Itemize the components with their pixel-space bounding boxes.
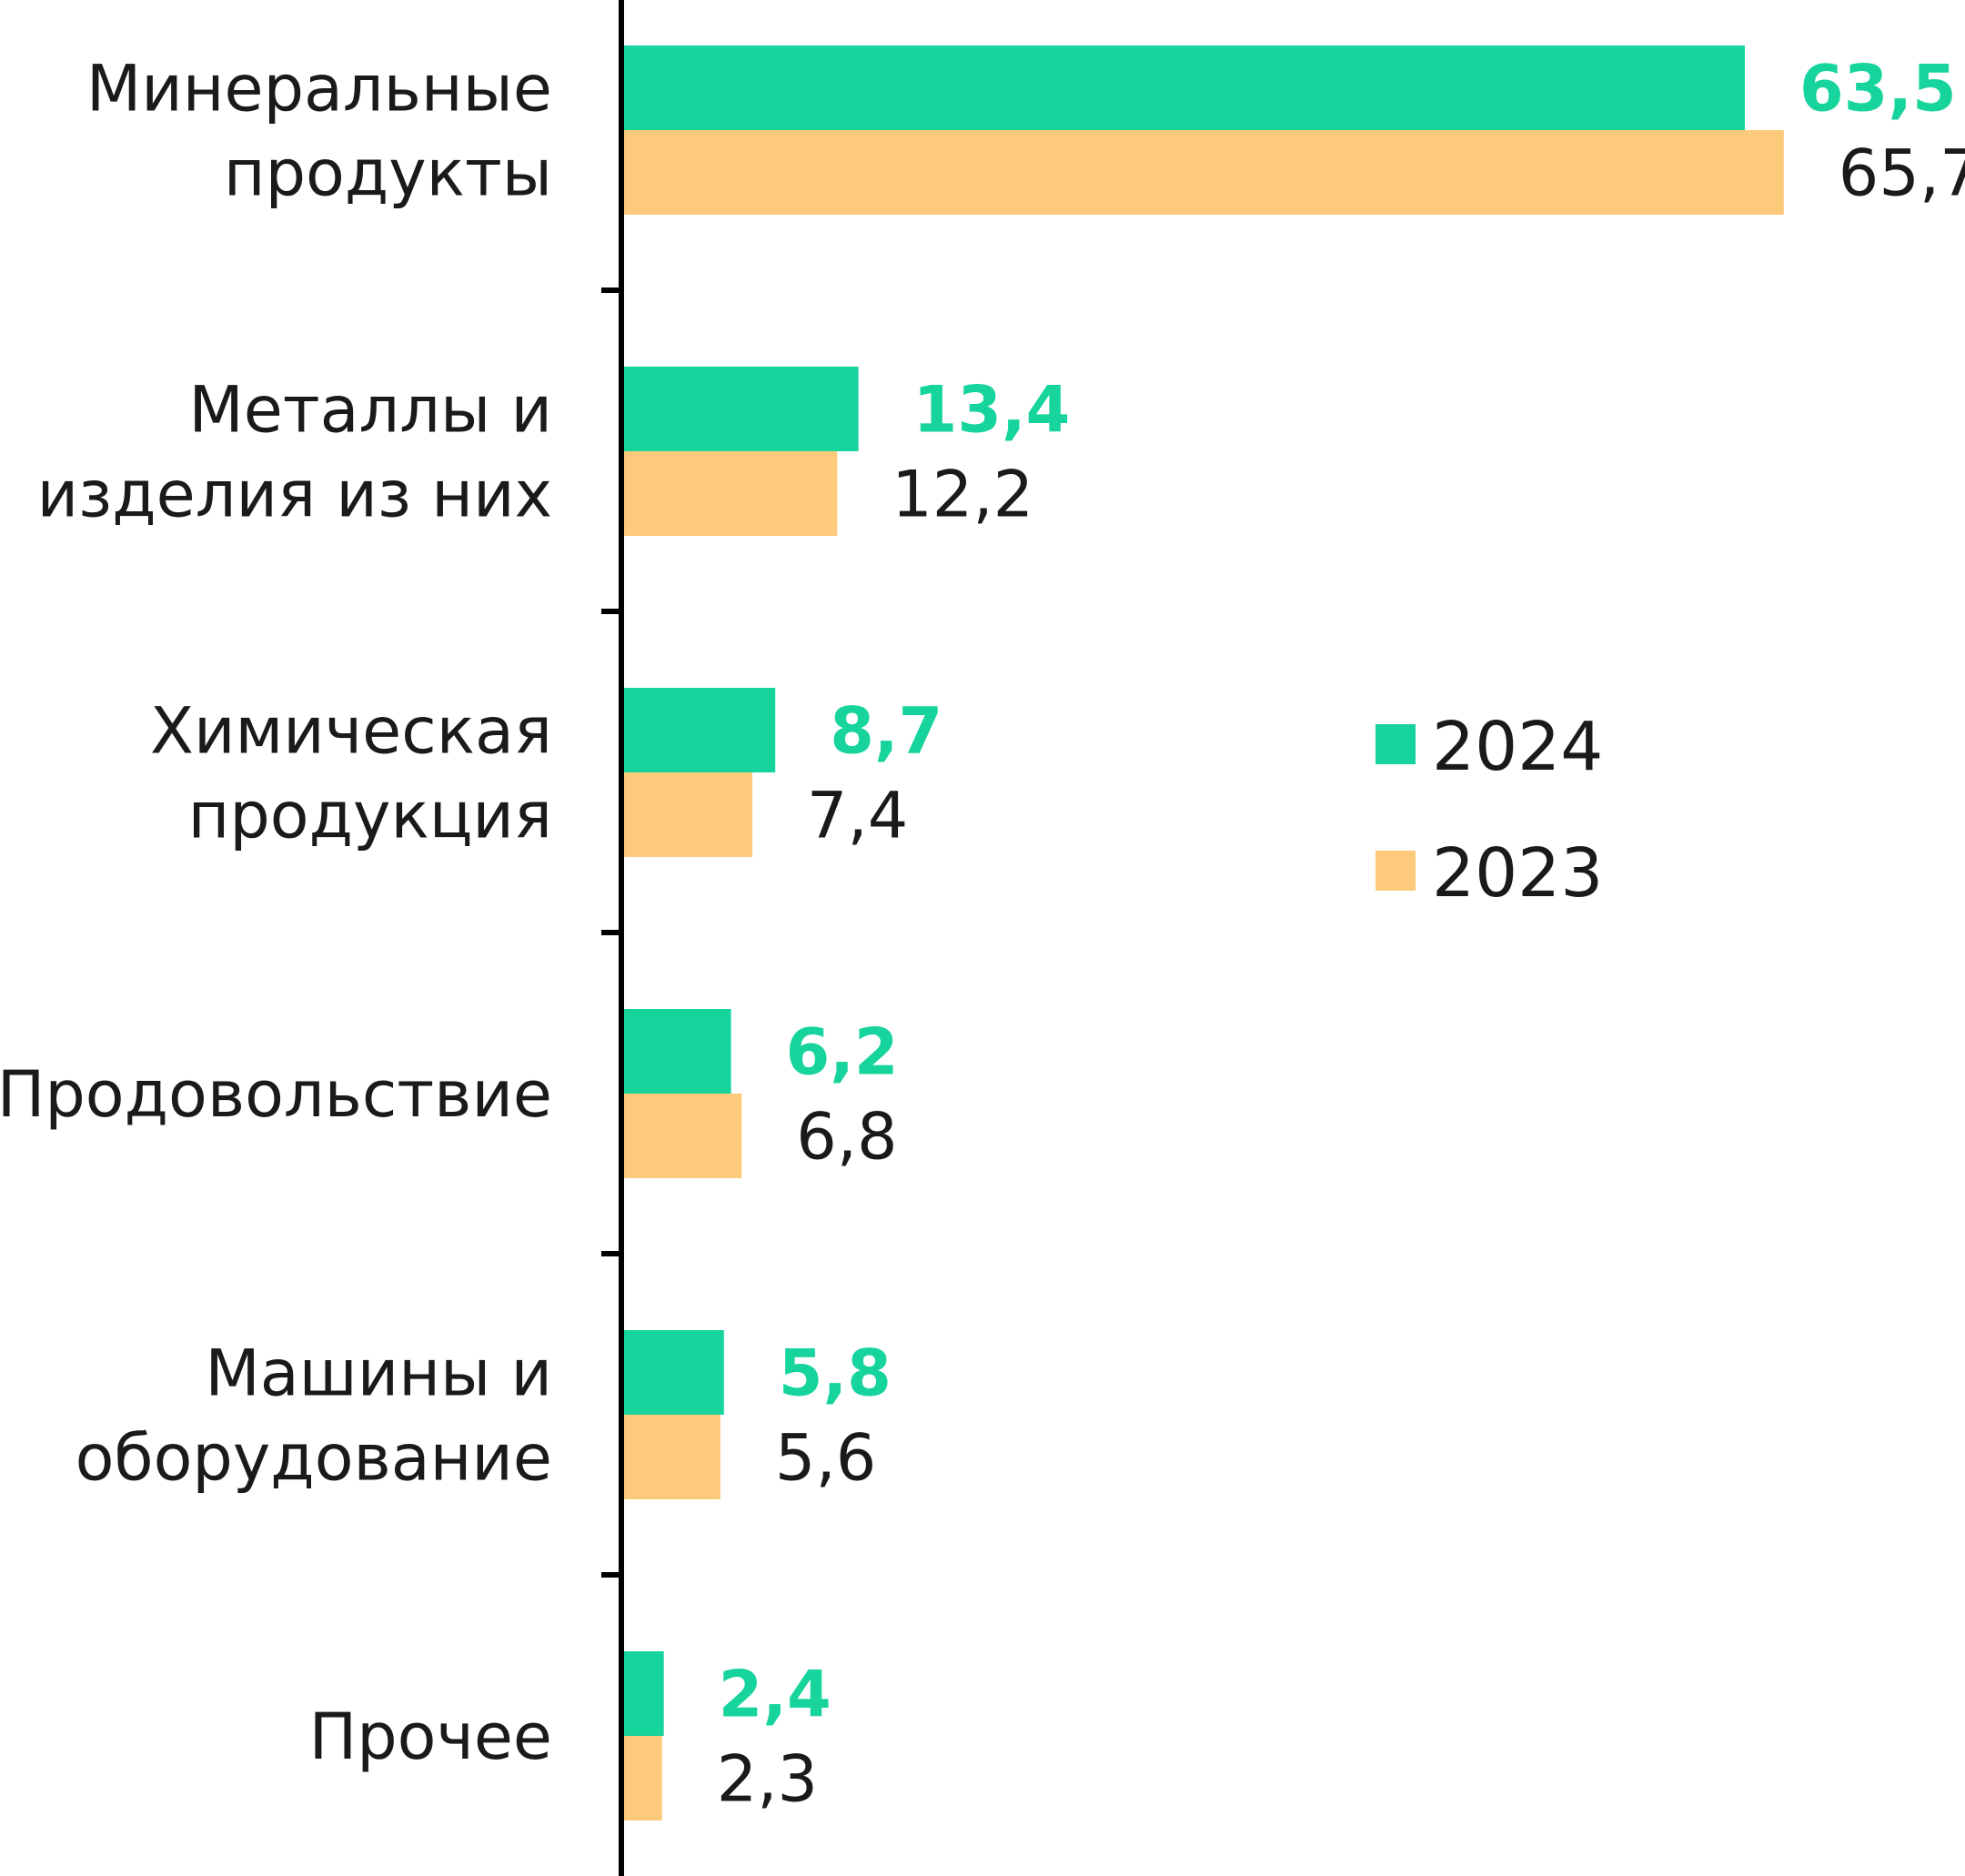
- bar-2023-3: [621, 1094, 742, 1178]
- category-label-2-line-1: продукция: [188, 779, 552, 853]
- bar-2024-1: [621, 367, 859, 451]
- data-label-2023-4: 5,6: [775, 1421, 876, 1496]
- labels-layer: 63,5 65,7 13,4 12,2 8,7 7,4 6,2 6,8 5,8 5,6 2,4 2,3: [717, 52, 1965, 1817]
- legend-label-2024: 2024: [1432, 708, 1603, 786]
- data-label-2024-4: 5,8: [779, 1336, 892, 1411]
- data-label-2024-1: 13,4: [913, 373, 1071, 448]
- data-label-2023-5: 2,3: [717, 1742, 818, 1817]
- bar-2023-5: [621, 1736, 662, 1821]
- category-axis: Минеральные продукты Металлы и изделия из н…: [0, 0, 624, 1876]
- category-label-4-line-1: оборудование: [76, 1421, 552, 1496]
- bar-2023-2: [621, 772, 752, 857]
- bar-2023-1: [621, 451, 838, 536]
- category-label-2-line-0: Химическая: [150, 694, 552, 769]
- legend-swatch-2023: [1376, 851, 1416, 891]
- legend-label-2023: 2023: [1432, 834, 1603, 913]
- bar-2024-4: [621, 1330, 724, 1415]
- data-label-2024-2: 8,7: [830, 694, 942, 769]
- bar-2024-3: [621, 1009, 731, 1094]
- legend-swatch-2024: [1376, 724, 1416, 764]
- data-label-2024-5: 2,4: [719, 1658, 831, 1732]
- data-label-2023-3: 6,8: [796, 1100, 897, 1175]
- category-label-4-line-0: Машины и: [205, 1336, 552, 1411]
- bar-2024-2: [621, 688, 776, 772]
- bar-2024-5: [621, 1651, 664, 1736]
- data-label-2023-0: 65,7: [1839, 136, 1965, 211]
- data-label-2023-2: 7,4: [807, 779, 908, 853]
- data-label-2024-3: 6,2: [786, 1015, 899, 1090]
- category-label-3-line-0: Продовольствие: [0, 1057, 552, 1132]
- category-label-5-line-0: Прочее: [309, 1699, 552, 1774]
- bar-2023-0: [621, 130, 1784, 215]
- bars-layer: [621, 45, 1784, 1821]
- legend: 2024 2023: [1376, 708, 1603, 913]
- category-label-1-line-1: изделия из них: [37, 458, 552, 532]
- bar-2024-0: [621, 45, 1745, 130]
- category-label-0-line-0: Минеральные: [86, 52, 552, 126]
- category-label-1-line-0: Металлы и: [188, 373, 552, 448]
- data-label-2024-0: 63,5: [1799, 52, 1957, 126]
- category-label-0-line-1: продукты: [224, 136, 552, 211]
- bar-2023-4: [621, 1415, 720, 1499]
- data-label-2023-1: 12,2: [892, 458, 1033, 532]
